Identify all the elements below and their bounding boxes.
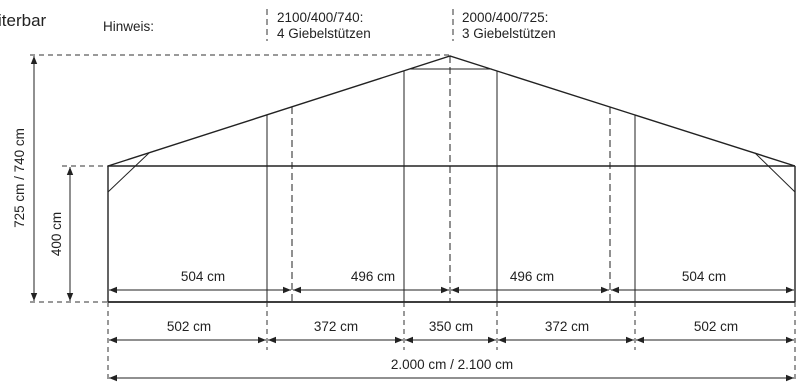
right-brace [754, 152, 796, 193]
upper-dim-label-3: 496 cm [510, 269, 554, 284]
corner-text: iterbar [0, 11, 47, 30]
upper-dim-label-2: 496 cm [351, 269, 395, 284]
gable-posts-solid [266, 71, 636, 302]
roof-line [107, 55, 796, 167]
gable-posts-dashed [291, 56, 611, 302]
extension-lines [30, 54, 796, 383]
tent-outline [107, 55, 796, 303]
note-variant-b-model: 2000/400/725: [462, 10, 548, 25]
note-variant-b-posts: 3 Giebelstützen [462, 26, 556, 41]
lower-dim-label-4: 372 cm [545, 319, 589, 334]
total-width-label: 2.000 cm / 2.100 cm [391, 357, 513, 372]
upper-dim-label-1: 504 cm [181, 269, 225, 284]
total-height-label: 725 cm / 740 cm [12, 128, 27, 228]
note-variant-a-posts: 4 Giebelstützen [277, 26, 371, 41]
lower-dim-label-2: 372 cm [314, 319, 358, 334]
note-variant-a-model: 2100/400/740: [277, 10, 363, 25]
lower-dim-label-5: 502 cm [694, 319, 738, 334]
left-brace [107, 152, 150, 193]
upper-dim-label-4: 504 cm [682, 269, 726, 284]
wall-height-label: 400 cm [49, 212, 64, 256]
lower-dim-label-1: 502 cm [167, 319, 211, 334]
note-label: Hinweis: [103, 19, 154, 34]
lower-dim-label-3: 350 cm [429, 319, 473, 334]
